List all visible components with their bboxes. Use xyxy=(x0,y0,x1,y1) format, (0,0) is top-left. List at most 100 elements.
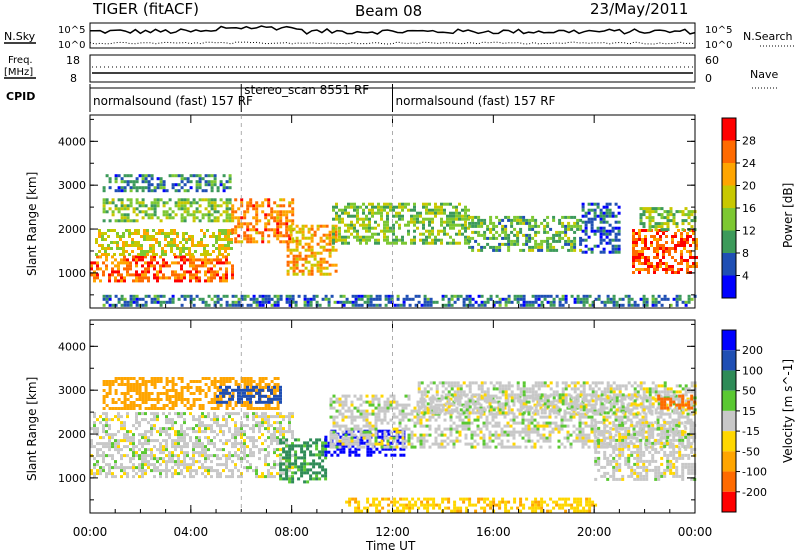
power-colorbar-tick-2: 20 xyxy=(742,180,756,193)
power-region-7 xyxy=(468,215,583,252)
x-tick-6: 00:00 xyxy=(678,525,713,539)
power-ytick-2: 2000 xyxy=(58,223,86,236)
power-colorbar-tick-0: 28 xyxy=(742,135,756,148)
x-tick-0: 00:00 xyxy=(73,525,108,539)
noise-panel xyxy=(89,22,696,49)
freq-label-line2: [MHz] xyxy=(4,67,33,78)
x-axis-label: Time UT xyxy=(365,539,416,553)
velocity-ytick-2: 2000 xyxy=(58,428,86,441)
velocity-colorbar-tick-7: -200 xyxy=(742,486,767,499)
velocity-region-9 xyxy=(345,497,598,513)
velocity-colorbar-tick-0: 200 xyxy=(742,344,763,357)
velocity-colorbar-tick-6: -100 xyxy=(742,466,767,479)
power-ytick-3: 1000 xyxy=(58,267,86,280)
power-colorbar-swatch-1 xyxy=(722,140,736,163)
x-tick-5: 20:00 xyxy=(577,525,612,539)
nsearch-label: N.Search xyxy=(743,30,793,43)
velocity-colorbar-swatch-6 xyxy=(722,451,736,472)
noise-tick-right-bottom: 10^0 xyxy=(705,40,732,51)
velocity-colorbar-label: Velocity [m s^-1] xyxy=(781,359,795,463)
velocity-region-3 xyxy=(279,438,328,484)
cpid-segment-2: normalsound (fast) 157 RF xyxy=(396,94,556,108)
power-panel: 4000 3000 2000 1000 xyxy=(58,114,698,309)
velocity-colorbar-swatch-2 xyxy=(722,370,736,391)
velocity-ytick-0: 4000 xyxy=(58,340,86,353)
beam-title: Beam 08 xyxy=(355,2,422,20)
velocity-colorbar-swatch-1 xyxy=(722,350,736,371)
power-colorbar-label: Power [dB] xyxy=(781,183,795,248)
power-region-3 xyxy=(102,174,232,193)
velocity-colorbar: 200 100 50 15 -15 -50 -100 -200 xyxy=(721,329,767,513)
power-colorbar-swatch-3 xyxy=(722,185,736,208)
power-colorbar-tick-4: 12 xyxy=(742,225,756,238)
velocity-colorbar-swatch-8 xyxy=(722,491,736,512)
power-colorbar-tick-5: 8 xyxy=(742,247,749,260)
power-colorbar-swatch-2 xyxy=(722,163,736,186)
velocity-region-0 xyxy=(90,412,294,479)
power-region-0 xyxy=(90,255,234,283)
velocity-panel: 4000 3000 2000 1000 xyxy=(58,319,697,514)
nsky-label: N.Sky xyxy=(4,30,36,43)
power-colorbar-swatch-4 xyxy=(722,208,736,231)
velocity-colorbar-tick-2: 50 xyxy=(742,385,756,398)
power-colorbar-tick-6: 4 xyxy=(742,270,749,283)
power-colorbar-swatch-5 xyxy=(722,230,736,253)
velocity-region-8 xyxy=(657,394,697,410)
freq-nave-panel xyxy=(89,54,696,83)
power-region-11 xyxy=(102,294,697,307)
noise-tick-left-top: 10^5 xyxy=(58,25,85,36)
noise-tick-left-bottom: 10^0 xyxy=(58,40,85,51)
power-colorbar: 28 24 20 16 12 8 4 xyxy=(721,117,756,299)
velocity-ytick-3: 1000 xyxy=(58,472,86,485)
power-region-6 xyxy=(332,202,470,245)
power-colorbar-tick-1: 24 xyxy=(742,157,756,170)
x-tick-3: 12:00 xyxy=(375,525,410,539)
nave-tick-bottom: 0 xyxy=(705,72,712,85)
velocity-region-7 xyxy=(594,420,697,481)
velocity-region-2 xyxy=(216,385,282,404)
power-ytick-1: 3000 xyxy=(58,179,86,192)
nave-tick-top: 60 xyxy=(705,54,719,67)
power-region-4 xyxy=(231,198,295,244)
x-axis: 00:00 04:00 08:00 12:00 16:00 20:00 00:00 xyxy=(73,525,713,539)
power-colorbar-swatch-7 xyxy=(722,275,736,298)
velocity-colorbar-swatch-5 xyxy=(722,431,736,452)
velocity-ytick-1: 3000 xyxy=(58,384,86,397)
cpid-segment-0: normalsound (fast) 157 RF xyxy=(93,94,253,108)
cpid-segment-1: stereo_scan 8551 RF xyxy=(244,83,369,97)
power-colorbar-swatch-6 xyxy=(722,253,736,276)
velocity-colorbar-tick-1: 100 xyxy=(742,364,763,377)
x-tick-2: 08:00 xyxy=(274,525,309,539)
power-region-2 xyxy=(102,198,232,223)
power-colorbar-tick-3: 16 xyxy=(742,202,756,215)
x-tick-4: 16:00 xyxy=(476,525,511,539)
date-title: 23/May/2011 xyxy=(590,0,688,18)
nave-label: Nave xyxy=(750,68,778,81)
power-region-9 xyxy=(632,229,698,274)
cpid-label: CPID xyxy=(6,90,35,103)
power-colorbar-swatch-0 xyxy=(722,118,736,141)
nsearch-line xyxy=(89,41,696,45)
velocity-colorbar-swatch-7 xyxy=(722,471,736,492)
velocity-colorbar-swatch-3 xyxy=(722,390,736,411)
power-region-1 xyxy=(95,229,233,256)
velocity-colorbar-tick-4: -15 xyxy=(742,425,760,438)
velocity-colorbar-swatch-4 xyxy=(722,410,736,432)
nsky-line xyxy=(89,25,696,35)
velocity-colorbar-tick-5: -50 xyxy=(742,445,760,458)
velocity-colorbar-swatch-0 xyxy=(722,330,736,351)
power-ylabel: Slant Range [km] xyxy=(25,172,39,276)
freq-tick-bottom: 8 xyxy=(70,72,77,85)
velocity-region-6 xyxy=(417,381,697,415)
power-region-8 xyxy=(581,202,621,254)
x-tick-1: 04:00 xyxy=(174,525,209,539)
velocity-colorbar-tick-3: 15 xyxy=(742,405,756,418)
freq-label-line1: Freq. xyxy=(8,55,33,66)
noise-tick-right-top: 10^5 xyxy=(705,25,732,36)
freq-tick-top: 18 xyxy=(66,54,80,67)
velocity-region-1 xyxy=(102,377,280,410)
velocity-ylabel: Slant Range [km] xyxy=(25,377,39,481)
power-ytick-0: 4000 xyxy=(58,135,86,148)
